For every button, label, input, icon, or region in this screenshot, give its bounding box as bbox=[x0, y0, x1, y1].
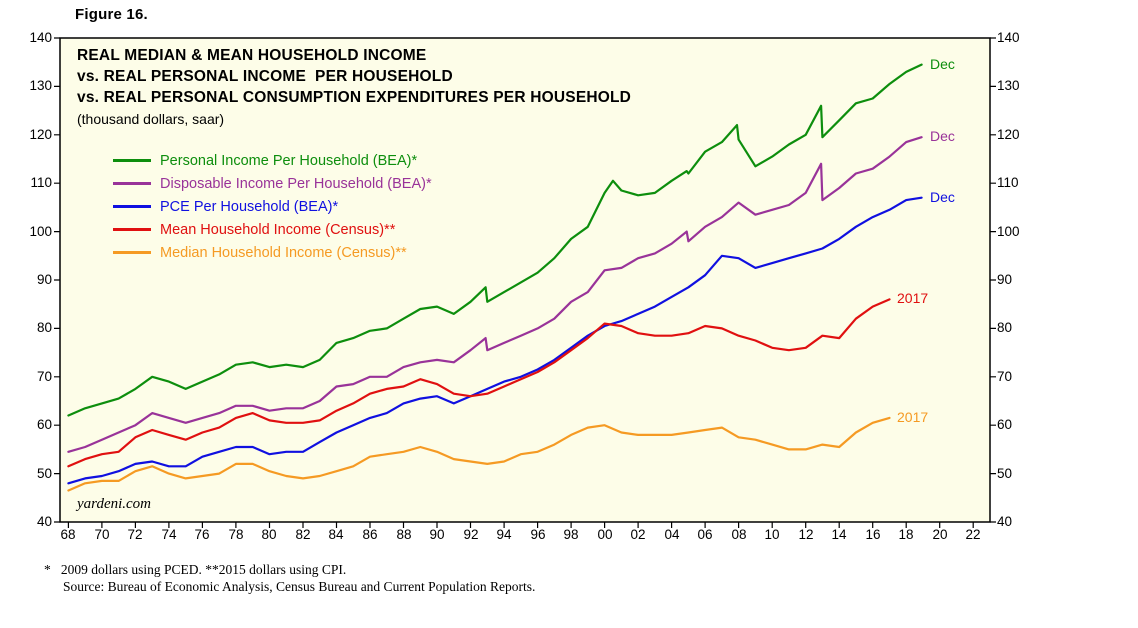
y-tick-label-right-90: 90 bbox=[997, 272, 1013, 287]
end-label-median-income: 2017 bbox=[897, 409, 929, 425]
legend-item-personal-income: Personal Income Per Household (BEA)* bbox=[113, 149, 432, 172]
x-tick-label-1998: 98 bbox=[563, 527, 579, 542]
series-line-pce bbox=[67, 196, 923, 485]
x-tick-label-1994: 94 bbox=[496, 527, 512, 542]
y-tick-label-right-70: 70 bbox=[997, 369, 1013, 384]
x-tick-label-1968: 68 bbox=[60, 527, 76, 542]
x-tick-label-1978: 78 bbox=[228, 527, 244, 542]
x-tick-label-1988: 88 bbox=[396, 527, 412, 542]
end-label-disposable-income: Dec bbox=[930, 128, 955, 144]
x-tick-label-2002: 02 bbox=[630, 527, 646, 542]
series-line-personal-income bbox=[67, 63, 923, 417]
legend-item-disposable-income: Disposable Income Per Household (BEA)* bbox=[113, 172, 432, 195]
x-tick-label-1996: 96 bbox=[530, 527, 546, 542]
y-tick-label-right-100: 100 bbox=[997, 224, 1020, 239]
x-tick-label-2008: 08 bbox=[731, 527, 747, 542]
legend-label-median-income: Median Household Income (Census)** bbox=[160, 244, 407, 261]
series-line-disposable-income bbox=[67, 136, 923, 453]
y-tick-label-left-140: 140 bbox=[29, 30, 52, 45]
x-tick-label-1976: 76 bbox=[194, 527, 210, 542]
y-tick-label-left-120: 120 bbox=[29, 127, 52, 142]
axis-tick-marks bbox=[54, 37, 996, 528]
legend-label-disposable-income: Disposable Income Per Household (BEA)* bbox=[160, 175, 432, 192]
chart-title-line-2: vs. REAL PERSONAL INCOME PER HOUSEHOLD bbox=[77, 68, 453, 85]
x-tick-label-2018: 18 bbox=[898, 527, 914, 542]
y-tick-label-right-50: 50 bbox=[997, 466, 1013, 481]
x-tick-label-2000: 00 bbox=[597, 527, 613, 542]
y-tick-label-right-130: 130 bbox=[997, 78, 1020, 93]
legend-item-mean-income: Mean Household Income (Census)** bbox=[113, 218, 432, 241]
legend-label-mean-income: Mean Household Income (Census)** bbox=[160, 221, 396, 238]
chart-title-block: REAL MEDIAN & MEAN HOUSEHOLD INCOME vs. … bbox=[77, 45, 631, 129]
x-tick-label-1972: 72 bbox=[127, 527, 143, 542]
chart-units-subtitle: (thousand dollars, saar) bbox=[77, 111, 225, 127]
x-tick-label-2006: 06 bbox=[697, 527, 713, 542]
x-tick-label-2010: 10 bbox=[764, 527, 780, 542]
watermark-yardeni: yardeni.com bbox=[77, 496, 152, 512]
end-label-pce: Dec bbox=[930, 189, 955, 205]
x-tick-label-2014: 14 bbox=[831, 527, 847, 542]
y-tick-label-left-130: 130 bbox=[29, 78, 52, 93]
y-tick-label-right-110: 110 bbox=[997, 175, 1019, 190]
legend-swatch-mean-income bbox=[113, 228, 151, 231]
y-tick-label-right-80: 80 bbox=[997, 320, 1013, 335]
x-tick-label-2004: 04 bbox=[664, 527, 680, 542]
figure-label: Figure 16. bbox=[75, 6, 148, 23]
y-tick-label-left-100: 100 bbox=[29, 224, 52, 239]
series-line-mean-income bbox=[67, 298, 891, 468]
x-tick-label-2016: 16 bbox=[865, 527, 881, 542]
legend: Personal Income Per Household (BEA)* Disp… bbox=[113, 149, 432, 264]
x-tick-label-1974: 74 bbox=[161, 527, 177, 542]
legend-item-median-income: Median Household Income (Census)** bbox=[113, 241, 432, 264]
y-tick-label-left-70: 70 bbox=[36, 369, 52, 384]
x-tick-label-1980: 80 bbox=[261, 527, 277, 542]
footnote-source: Source: Bureau of Economic Analysis, Cen… bbox=[63, 579, 536, 594]
x-tick-label-2020: 20 bbox=[932, 527, 948, 542]
x-tick-label-1990: 90 bbox=[429, 527, 445, 542]
y-tick-label-right-140: 140 bbox=[997, 30, 1020, 45]
x-tick-label-1970: 70 bbox=[94, 527, 110, 542]
y-tick-label-left-60: 60 bbox=[36, 417, 52, 432]
legend-swatch-disposable-income bbox=[113, 182, 151, 185]
y-tick-label-right-120: 120 bbox=[997, 127, 1020, 142]
x-tick-label-2022: 22 bbox=[965, 527, 981, 542]
y-tick-label-left-50: 50 bbox=[36, 466, 52, 481]
end-label-mean-income: 2017 bbox=[897, 290, 929, 306]
y-tick-label-right-40: 40 bbox=[997, 514, 1013, 529]
footnote-definitions: * 2009 dollars using PCED. **2015 dollar… bbox=[44, 562, 347, 577]
legend-item-pce: PCE Per Household (BEA)* bbox=[113, 195, 432, 218]
end-label-personal-income: Dec bbox=[930, 56, 955, 72]
x-tick-label-2012: 12 bbox=[798, 527, 814, 542]
legend-label-pce: PCE Per Household (BEA)* bbox=[160, 198, 339, 215]
y-tick-label-left-80: 80 bbox=[36, 320, 52, 335]
x-tick-label-1984: 84 bbox=[328, 527, 344, 542]
y-tick-label-left-110: 110 bbox=[30, 175, 52, 190]
chart-title-line-3: vs. REAL PERSONAL CONSUMPTION EXPENDITUR… bbox=[77, 89, 632, 106]
chart-title-line-1: REAL MEDIAN & MEAN HOUSEHOLD INCOME bbox=[77, 47, 427, 64]
legend-swatch-median-income bbox=[113, 251, 151, 254]
x-tick-label-1982: 82 bbox=[295, 527, 311, 542]
y-tick-label-right-60: 60 bbox=[997, 417, 1013, 432]
y-tick-label-left-40: 40 bbox=[36, 514, 52, 529]
legend-swatch-personal-income bbox=[113, 159, 151, 162]
series-line-median-income bbox=[67, 416, 891, 492]
x-tick-label-1992: 92 bbox=[463, 527, 479, 542]
x-tick-label-1986: 86 bbox=[362, 527, 378, 542]
legend-label-personal-income: Personal Income Per Household (BEA)* bbox=[160, 152, 418, 169]
legend-swatch-pce bbox=[113, 205, 151, 208]
y-tick-label-left-90: 90 bbox=[36, 272, 52, 287]
